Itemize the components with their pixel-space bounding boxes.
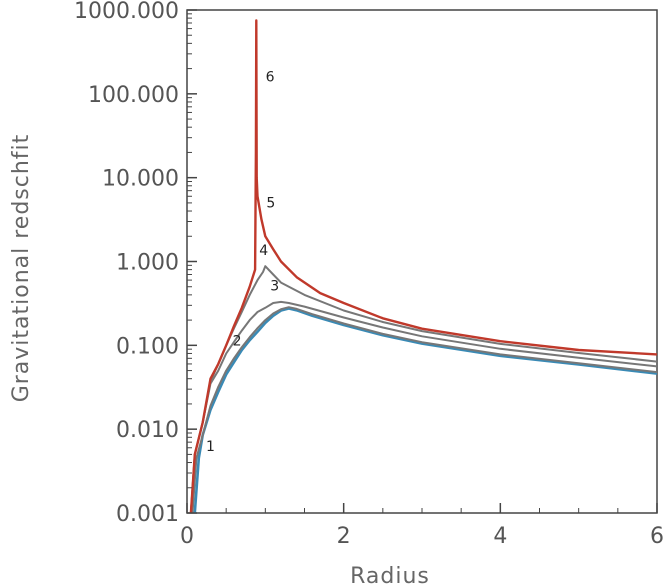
curve-label-1: 1 [206, 439, 215, 455]
x-tick-label-1: 2 [337, 524, 351, 549]
curve-5 [189, 19, 657, 513]
curve-3 [189, 300, 657, 513]
x-tick-label-2: 4 [493, 524, 507, 549]
y-tick-label-5: 100.000 [88, 83, 179, 108]
curve-label-2: 2 [233, 333, 242, 349]
curve-labels: 1 2 3 4 5 6 [206, 70, 279, 455]
axis-ticks [186, 9, 658, 514]
x-tick-label-3: 6 [650, 524, 664, 549]
curve-label-6: 6 [266, 70, 275, 86]
axis-tick-labels: 0 2 4 6 0.001 0.010 0.100 1.000 10.000 100.000 100… [74, 0, 664, 549]
x-tick-label-0: 0 [180, 524, 194, 549]
y-axis-label: Gravitational redschfit [9, 134, 34, 403]
x-axis-label: Radius [350, 564, 430, 588]
curve-4 [189, 265, 657, 513]
curve-label-5: 5 [266, 196, 275, 212]
curves [189, 19, 657, 513]
curve-1 [193, 307, 657, 513]
curve-label-4: 4 [259, 243, 268, 259]
y-tick-label-2: 0.100 [116, 334, 179, 359]
curve-2 [191, 306, 657, 513]
y-tick-label-4: 10.000 [102, 167, 179, 192]
curve-label-3: 3 [270, 279, 279, 295]
y-tick-label-0: 0.001 [116, 502, 179, 527]
y-tick-label-6: 1000.000 [74, 0, 179, 24]
y-tick-label-1: 0.010 [116, 418, 179, 443]
y-tick-label-3: 1.000 [116, 251, 179, 276]
